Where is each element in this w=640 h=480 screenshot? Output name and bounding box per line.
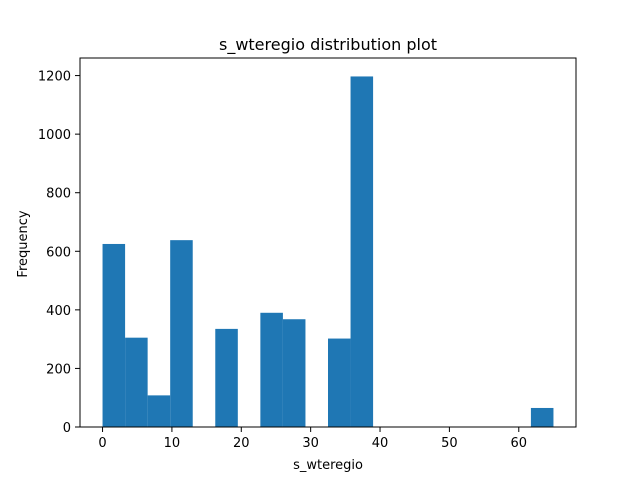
y-tick-label: 200 <box>46 362 71 377</box>
x-axis-label: s_wteregio <box>293 458 363 473</box>
x-axis-ticks: 0 10 20 30 40 50 60 <box>98 427 527 451</box>
histogram-bar-8 <box>282 319 306 427</box>
histogram-bar-0 <box>102 243 126 427</box>
histogram-bar-11 <box>350 76 374 427</box>
plot-frame <box>79 57 577 428</box>
x-tick-label: 40 <box>372 436 389 451</box>
x-tick-label: 0 <box>98 436 106 451</box>
histogram-bar-1 <box>125 337 148 427</box>
histogram-bar-7 <box>260 312 283 427</box>
histogram-bar-2 <box>147 395 171 427</box>
bars-group <box>102 76 554 427</box>
x-tick-label: 10 <box>164 436 181 451</box>
x-tick-label: 60 <box>510 436 527 451</box>
y-axis-label: Frequency <box>16 210 31 277</box>
histogram-bar-3 <box>170 240 193 427</box>
chart-title: s_wteregio distribution plot <box>219 35 437 55</box>
y-tick-label: 1000 <box>38 128 71 143</box>
histogram-bar-19 <box>530 407 554 427</box>
y-axis-ticks: 0 200 400 600 800 1000 1200 <box>38 70 80 436</box>
y-tick-label: 0 <box>63 421 71 436</box>
y-tick-label: 600 <box>46 245 71 260</box>
histogram-bar-5 <box>215 328 238 427</box>
x-tick-label: 30 <box>302 436 319 451</box>
y-tick-label: 800 <box>46 187 71 202</box>
y-tick-label: 400 <box>46 304 71 319</box>
x-tick-label: 50 <box>441 436 458 451</box>
histogram-bar-10 <box>328 338 351 427</box>
x-tick-label: 20 <box>233 436 250 451</box>
y-tick-label: 1200 <box>38 70 71 85</box>
